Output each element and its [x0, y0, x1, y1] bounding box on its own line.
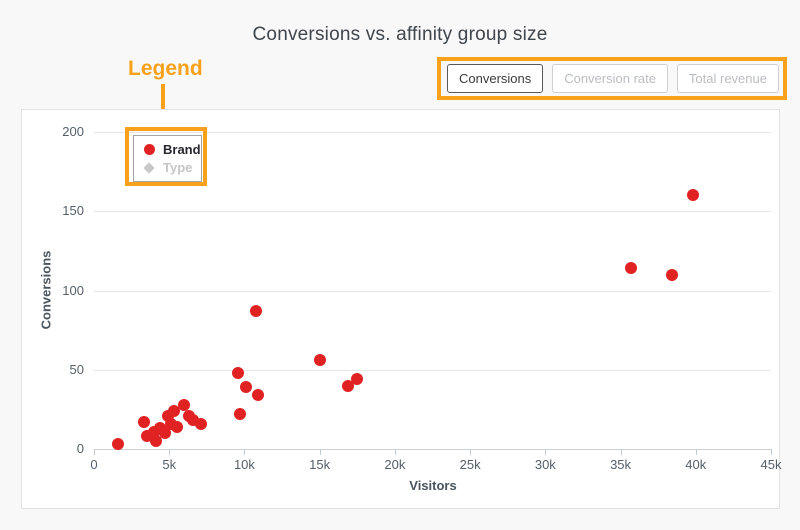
brand-circle-marker-icon — [144, 144, 155, 155]
y-tick-label-50: 50 — [69, 361, 84, 377]
x-tick-label-35k: 35k — [610, 457, 632, 472]
x-axis-tick-0 — [94, 449, 95, 455]
data-point[interactable] — [250, 305, 263, 318]
legend-highlight-box — [125, 127, 207, 186]
chart-metric-button-conversions[interactable]: Conversions — [447, 64, 544, 93]
data-point[interactable] — [112, 438, 125, 451]
y-tick-label-200: 200 — [62, 124, 84, 139]
y-tick-label-0: 0 — [76, 441, 84, 456]
data-point[interactable] — [167, 404, 180, 417]
gridline-y-150 — [94, 211, 771, 213]
x-axis-tick-45k — [771, 449, 772, 455]
legend-item-label: Brand — [163, 142, 201, 157]
data-point[interactable] — [233, 408, 246, 421]
legend-item-label: Type — [163, 160, 193, 175]
data-point[interactable] — [351, 373, 364, 386]
x-axis-tick-30k — [545, 449, 547, 455]
x-axis-tick-40k — [695, 449, 697, 455]
x-axis-title: Visitors — [409, 478, 457, 493]
y-tick-label-150: 150 — [62, 203, 84, 219]
x-tick-label-5k: 5k — [162, 457, 177, 472]
x-tick-label-15k: 15k — [309, 457, 331, 472]
data-point[interactable] — [686, 189, 699, 202]
data-point[interactable] — [239, 381, 252, 394]
gridline-y-50 — [94, 369, 771, 371]
page-title: Conversions vs. affinity group size — [252, 24, 548, 45]
x-tick-label-30k: 30k — [534, 457, 556, 472]
x-tick-label-0: 0 — [90, 457, 98, 472]
gridline-y-100 — [94, 290, 771, 292]
chart-metric-button-group: Conversions Conversion rate Total revenue — [447, 62, 779, 95]
x-tick-label-25k: 25k — [459, 457, 481, 472]
data-point[interactable] — [251, 389, 264, 402]
buttons-highlight-box — [437, 57, 787, 100]
plot-area: 0 50 100 150 200 0 5k 10k 15k 20k 25k 30k 35k 40k 45k — [22, 110, 781, 508]
x-axis-line — [94, 449, 772, 450]
x-axis-tick-10k — [244, 449, 246, 455]
chart-metric-button-conversion-rate[interactable]: Conversion rate — [552, 64, 668, 93]
x-tick-label-40k: 40k — [685, 457, 707, 472]
x-tick-label-45k: 45k — [760, 457, 782, 472]
x-axis-tick-20k — [394, 449, 396, 455]
chart-metric-button-total-revenue[interactable]: Total revenue — [676, 64, 779, 93]
y-tick-label-100: 100 — [62, 282, 84, 298]
data-point[interactable] — [665, 268, 678, 281]
data-point[interactable] — [232, 366, 245, 379]
data-point[interactable] — [342, 379, 355, 392]
chart-legend: Brand Type — [133, 135, 202, 182]
legend-item-brand[interactable]: Brand — [144, 142, 201, 157]
data-point[interactable] — [158, 427, 171, 440]
chart-card: 0 50 100 150 200 0 5k 10k 15k 20k 25k 30k 35k 40k 45k … — [21, 109, 781, 509]
data-point[interactable] — [178, 398, 191, 411]
data-point[interactable] — [625, 262, 638, 275]
legend-item-type[interactable]: Type — [143, 160, 201, 175]
data-point[interactable] — [170, 420, 183, 433]
x-axis-tick-25k — [470, 449, 472, 455]
data-point[interactable] — [149, 435, 162, 448]
data-point[interactable] — [313, 354, 326, 367]
x-axis-tick-15k — [319, 449, 321, 455]
data-point[interactable] — [194, 417, 207, 430]
legend-annotation-label: Legend — [128, 57, 203, 80]
y-axis-title: Conversions — [38, 250, 54, 330]
data-point[interactable] — [137, 416, 150, 429]
x-axis-tick-5k — [169, 449, 171, 455]
x-axis-tick-35k — [620, 449, 622, 455]
x-tick-label-10k: 10k — [233, 457, 255, 472]
x-tick-label-20k: 20k — [384, 457, 406, 472]
legend-annotation-line — [161, 84, 165, 128]
gridline-y-200 — [94, 132, 771, 133]
